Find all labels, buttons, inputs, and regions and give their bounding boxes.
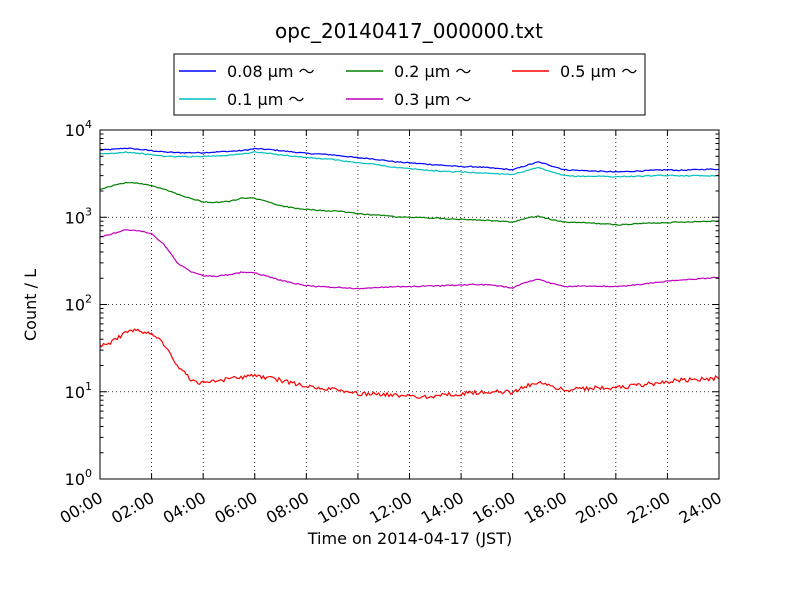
- series-line: [99, 328, 720, 400]
- legend: 0.08 μm ～ 0.1 μm ～ 0.2 μm ～ 0.3 μm ～ 0.5 μm …: [173, 53, 646, 116]
- x-tick-label: 08:00: [263, 488, 312, 528]
- series-line: [99, 229, 720, 290]
- grid-lines: [100, 130, 719, 479]
- x-tick-labels: 00:00 02:00 04:00 06:00 08:00 10:00 12:00 14:00…: [57, 488, 725, 528]
- y-tick-label: 100: [65, 467, 92, 489]
- x-tick-label: 02:00: [108, 488, 157, 528]
- y-tick-label: 104: [65, 118, 92, 140]
- axis-ticks: [99, 129, 720, 480]
- y-axis-label: Count / L: [21, 269, 40, 341]
- legend-label: 0.5 μm ～: [560, 62, 637, 81]
- x-axis-label: Time on 2014-04-17 (JST): [307, 529, 512, 548]
- series-line: [99, 147, 720, 173]
- legend-label: 0.3 μm ～: [394, 90, 471, 109]
- x-tick-label: 20:00: [572, 488, 621, 528]
- x-tick-label: 00:00: [57, 488, 106, 528]
- x-tick-label: 22:00: [624, 488, 673, 528]
- legend-box: [173, 53, 646, 116]
- y-tick-label: 101: [65, 380, 92, 402]
- y-tick-label: 103: [65, 205, 92, 227]
- x-tick-label: 24:00: [676, 488, 725, 528]
- legend-label: 0.2 μm ～: [394, 62, 471, 81]
- chart-title: opc_20140417_000000.txt: [275, 19, 543, 43]
- x-tick-label: 18:00: [521, 488, 570, 528]
- legend-label: 0.08 μm ～: [227, 62, 315, 81]
- x-tick-label: 04:00: [160, 488, 209, 528]
- series-line: [99, 181, 720, 226]
- x-tick-label: 06:00: [211, 488, 260, 528]
- x-tick-label: 14:00: [418, 488, 467, 528]
- x-tick-label: 16:00: [469, 488, 518, 528]
- y-tick-label: 102: [65, 293, 92, 315]
- series-line: [100, 151, 720, 178]
- legend-label: 0.1 μm ～: [227, 90, 304, 109]
- y-tick-labels: 100 101 102 103 104: [65, 118, 92, 489]
- x-tick-label: 10:00: [314, 488, 363, 528]
- series-lines: [99, 147, 720, 400]
- x-tick-label: 12:00: [366, 488, 415, 528]
